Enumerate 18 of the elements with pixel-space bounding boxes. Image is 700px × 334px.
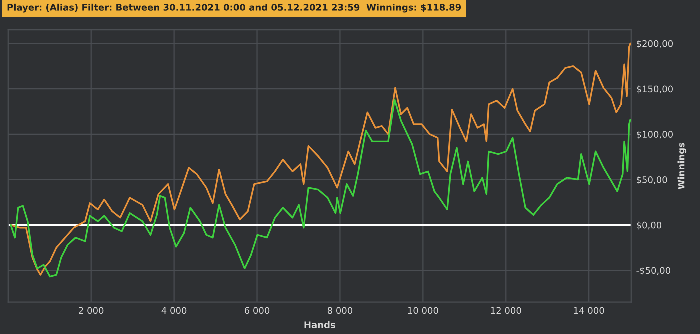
line-series xyxy=(10,42,632,276)
x-tick-label: 12 000 xyxy=(491,307,522,314)
y-tick-label: $0,00 xyxy=(637,222,662,230)
x-tick-label: 6 000 xyxy=(244,307,270,314)
x-tick-label: 10 000 xyxy=(408,307,438,314)
chart-title: Player: (Alias) Filter: Between 30.11.2021 0:00 and 05.12.2021 23:59 Winnings: $118.89 xyxy=(8,4,462,13)
y-tick-label: $200,00 xyxy=(637,40,673,48)
line-series xyxy=(10,99,632,278)
y-tick-label: $50,00 xyxy=(637,176,668,185)
x-axis-title: Hands xyxy=(304,321,336,328)
x-tick-label: 14 000 xyxy=(574,307,604,314)
x-tick-label: 8 000 xyxy=(328,307,353,314)
y-axis-title: Winnings xyxy=(678,142,687,190)
x-tick-label: 2 000 xyxy=(79,307,104,314)
x-tick-label: 4 000 xyxy=(162,307,187,314)
y-tick-label: -$50,00 xyxy=(636,267,671,276)
y-tick-label: $100,00 xyxy=(637,130,673,140)
y-tick-label: $150,00 xyxy=(637,86,673,94)
